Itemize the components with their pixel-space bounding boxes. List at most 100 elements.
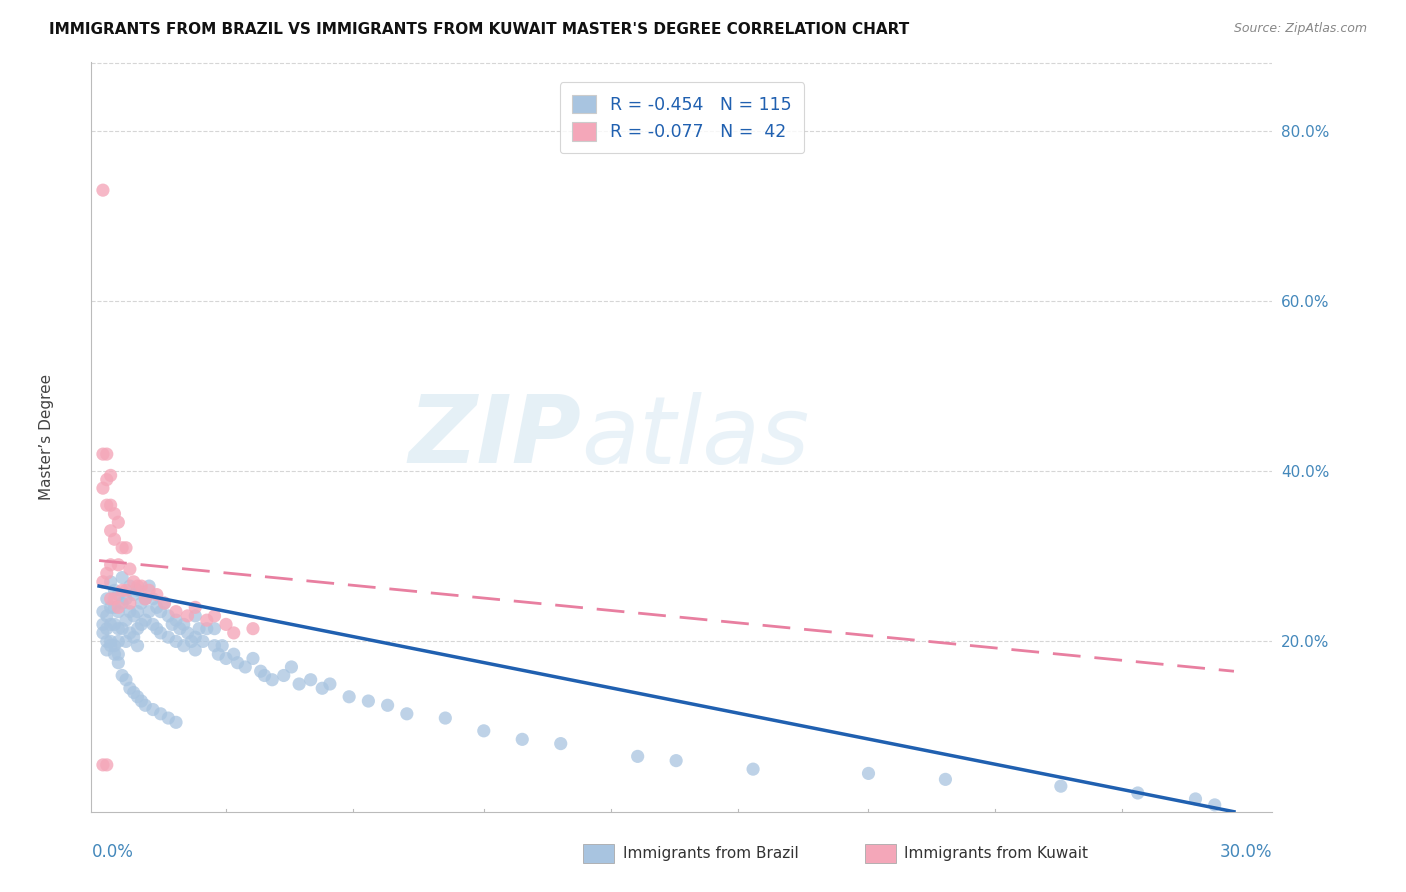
- Point: [103, 591, 125, 606]
- Point: [472, 723, 495, 738]
- Point: [222, 647, 245, 661]
- Point: [1184, 792, 1206, 806]
- Point: [118, 626, 141, 640]
- Point: [215, 651, 238, 665]
- Point: [184, 608, 207, 623]
- Point: [107, 515, 129, 529]
- Point: [280, 660, 302, 674]
- Point: [319, 677, 342, 691]
- Point: [122, 574, 145, 589]
- Point: [357, 694, 380, 708]
- Point: [131, 579, 153, 593]
- Text: Master’s Degree: Master’s Degree: [39, 374, 53, 500]
- Text: Source: ZipAtlas.com: Source: ZipAtlas.com: [1233, 22, 1367, 36]
- Point: [100, 634, 122, 648]
- Point: [91, 574, 114, 589]
- Point: [96, 591, 118, 606]
- Point: [222, 626, 245, 640]
- Text: atlas: atlas: [582, 392, 810, 483]
- Point: [242, 622, 264, 636]
- Text: 30.0%: 30.0%: [1220, 843, 1272, 861]
- Point: [195, 622, 218, 636]
- Point: [184, 600, 207, 615]
- Point: [100, 639, 122, 653]
- Point: [96, 447, 118, 461]
- Point: [103, 507, 125, 521]
- Point: [103, 583, 125, 598]
- Point: [204, 608, 226, 623]
- Text: IMMIGRANTS FROM BRAZIL VS IMMIGRANTS FROM KUWAIT MASTER'S DEGREE CORRELATION CHA: IMMIGRANTS FROM BRAZIL VS IMMIGRANTS FRO…: [49, 22, 910, 37]
- Text: ZIP: ZIP: [409, 391, 582, 483]
- Point: [138, 579, 160, 593]
- Point: [165, 605, 187, 619]
- Point: [100, 600, 122, 615]
- Point: [242, 651, 264, 665]
- Point: [91, 447, 114, 461]
- Point: [122, 608, 145, 623]
- Point: [91, 617, 114, 632]
- Point: [111, 571, 134, 585]
- Point: [165, 613, 187, 627]
- Point: [138, 583, 160, 598]
- Point: [91, 757, 114, 772]
- Point: [103, 647, 125, 661]
- Point: [165, 715, 187, 730]
- Point: [100, 468, 122, 483]
- Point: [1204, 797, 1226, 812]
- Point: [107, 558, 129, 572]
- Point: [111, 583, 134, 598]
- Point: [111, 668, 134, 682]
- Point: [211, 639, 233, 653]
- Point: [149, 626, 172, 640]
- Point: [100, 498, 122, 512]
- Point: [195, 613, 218, 627]
- Point: [96, 498, 118, 512]
- Point: [273, 668, 295, 682]
- Point: [122, 685, 145, 699]
- Point: [103, 617, 125, 632]
- Point: [146, 600, 169, 615]
- Point: [665, 754, 688, 768]
- Point: [169, 622, 191, 636]
- Point: [96, 608, 118, 623]
- Point: [103, 600, 125, 615]
- Point: [127, 605, 149, 619]
- Point: [103, 533, 125, 547]
- Point: [299, 673, 322, 687]
- Point: [184, 643, 207, 657]
- Point: [118, 605, 141, 619]
- Point: [742, 762, 765, 776]
- Point: [149, 605, 172, 619]
- Point: [100, 558, 122, 572]
- Point: [176, 608, 198, 623]
- Point: [157, 630, 180, 644]
- Point: [204, 639, 226, 653]
- Point: [188, 622, 211, 636]
- Point: [96, 473, 118, 487]
- Point: [377, 698, 399, 713]
- Point: [191, 634, 214, 648]
- Legend: R = -0.454   N = 115, R = -0.077   N =  42: R = -0.454 N = 115, R = -0.077 N = 42: [560, 82, 804, 153]
- Point: [173, 617, 195, 632]
- Point: [434, 711, 457, 725]
- Point: [100, 524, 122, 538]
- Point: [127, 579, 149, 593]
- Point: [176, 626, 198, 640]
- Point: [204, 622, 226, 636]
- Point: [157, 608, 180, 623]
- Point: [934, 772, 956, 787]
- Point: [100, 574, 122, 589]
- Point: [111, 622, 134, 636]
- Point: [253, 668, 276, 682]
- Point: [858, 766, 880, 780]
- Point: [91, 626, 114, 640]
- Point: [96, 622, 118, 636]
- Point: [115, 634, 138, 648]
- Point: [107, 588, 129, 602]
- Point: [149, 706, 172, 721]
- Point: [131, 596, 153, 610]
- Point: [142, 591, 165, 606]
- Point: [1126, 786, 1149, 800]
- Point: [91, 605, 114, 619]
- Point: [100, 591, 122, 606]
